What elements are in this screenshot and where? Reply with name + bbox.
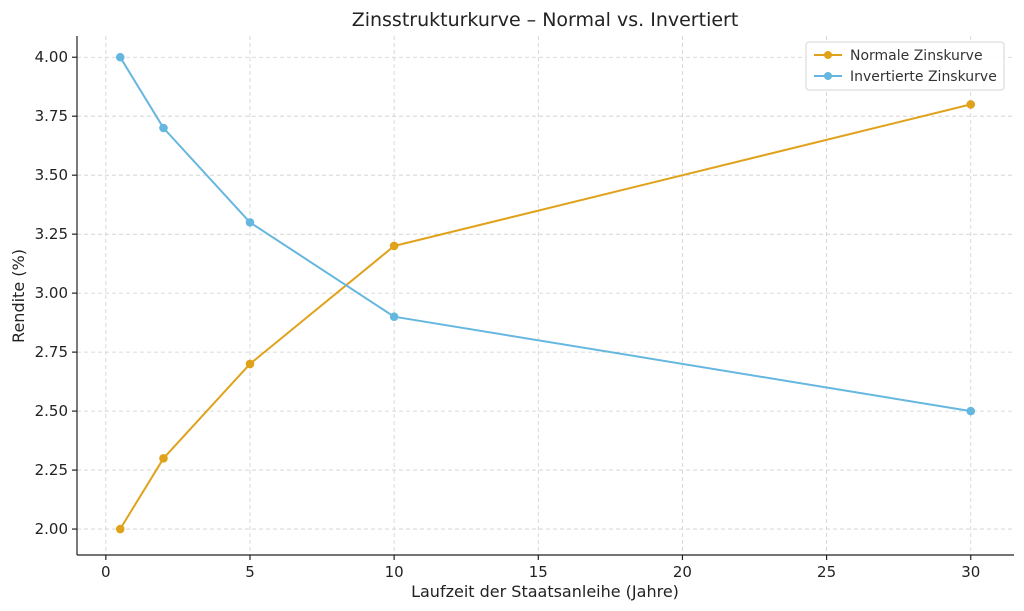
legend-marker-0 bbox=[824, 51, 832, 59]
series-point-0 bbox=[389, 241, 399, 251]
grid bbox=[77, 36, 1014, 555]
y-tick-label: 2.50 bbox=[35, 402, 68, 420]
x-tick-label: 0 bbox=[101, 563, 111, 581]
series-point-1 bbox=[389, 312, 399, 322]
legend: Normale Zinskurve Invertierte Zinskurve bbox=[805, 41, 1005, 91]
series-point-0 bbox=[245, 359, 255, 369]
series-point-0 bbox=[159, 453, 168, 463]
y-tick-label: 3.50 bbox=[35, 166, 68, 184]
x-tick-label: 5 bbox=[245, 563, 255, 581]
x-tick-label: 25 bbox=[817, 563, 836, 581]
y-tick-label: 2.75 bbox=[35, 343, 68, 361]
y-tick-label: 4.00 bbox=[35, 48, 68, 66]
y-tick-label: 2.25 bbox=[35, 461, 68, 479]
legend-box bbox=[805, 41, 1005, 91]
series-point-1 bbox=[245, 218, 255, 227]
chart-title: Zinsstrukturkurve – Normal vs. Invertier… bbox=[352, 9, 739, 31]
y-tick-label: 3.75 bbox=[35, 107, 68, 125]
series-point-0 bbox=[966, 100, 976, 109]
legend-marker-1 bbox=[824, 72, 832, 80]
x-axis-title: Laufzeit der Staatsanleihe (Jahre) bbox=[411, 582, 679, 601]
series-layer bbox=[115, 52, 976, 534]
x-tick-label: 15 bbox=[529, 563, 548, 581]
series-point-1 bbox=[159, 123, 168, 133]
y-tick-label: 3.25 bbox=[35, 225, 68, 243]
y-tick-label: 3.00 bbox=[35, 284, 68, 302]
x-tick-label: 20 bbox=[673, 563, 692, 581]
y-tick-label: 2.00 bbox=[35, 520, 68, 538]
axes: 0 5 10 15 20 25 30 2.00 2.25 2.50 2.75 3.00 3.25 3.50… bbox=[35, 36, 1014, 581]
x-tick-label: 30 bbox=[961, 563, 980, 581]
series-point-0 bbox=[115, 524, 125, 534]
y-axis-title: Rendite (%) bbox=[9, 249, 28, 343]
x-tick-label: 10 bbox=[385, 563, 404, 581]
series-point-1 bbox=[966, 406, 976, 416]
series-point-1 bbox=[115, 52, 125, 62]
series-line-0 bbox=[119, 103, 972, 530]
legend-label-1: Invertierte Zinskurve bbox=[850, 69, 997, 85]
legend-label-0: Normale Zinskurve bbox=[850, 48, 983, 64]
